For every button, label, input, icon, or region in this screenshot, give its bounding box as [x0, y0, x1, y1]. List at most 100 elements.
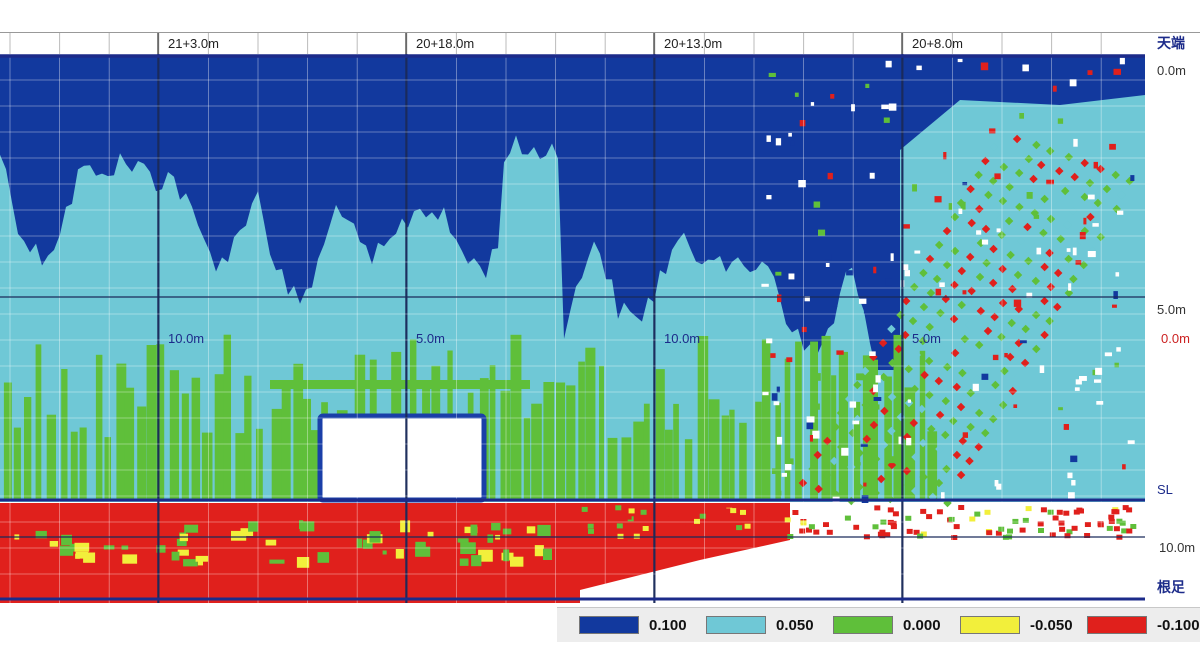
scan-dot: [890, 524, 897, 530]
scan-dot: [992, 354, 999, 361]
scan-dot: [904, 270, 910, 277]
scan-dot: [974, 442, 983, 452]
green-streak: [70, 431, 78, 500]
lower-speck: [415, 541, 426, 554]
green-streak: [302, 398, 311, 500]
scan-dot: [1108, 514, 1115, 520]
lower-speck: [69, 543, 78, 552]
scan-dot: [989, 128, 996, 134]
legend-item: -0.050: [960, 616, 1087, 634]
scan-dot: [998, 400, 1008, 410]
scan-dot: [806, 421, 814, 430]
scan-dot: [801, 326, 807, 333]
scan-dot: [1084, 533, 1091, 538]
scan-dot: [1057, 118, 1064, 124]
scan-dot: [1052, 85, 1057, 92]
scan-dot: [883, 117, 890, 123]
green-streak: [531, 403, 542, 500]
green-streak: [293, 363, 304, 500]
scan-dot: [804, 296, 810, 302]
scan-dot: [633, 533, 640, 539]
scan-dot: [941, 430, 950, 440]
scan-dot: [814, 484, 823, 494]
green-streak: [523, 417, 531, 500]
green-streak: [761, 339, 771, 500]
green-streak: [673, 403, 679, 500]
scan-dot: [950, 280, 959, 290]
scan-dot: [1013, 404, 1018, 408]
scan-dot: [962, 182, 968, 186]
green-streak: [124, 387, 135, 500]
scan-dot: [1031, 310, 1041, 320]
scan-dot: [625, 514, 632, 520]
scan-dot: [1072, 247, 1077, 256]
legend-label: 0.000: [903, 616, 941, 634]
scan-dot: [862, 434, 872, 444]
scan-dot: [962, 290, 967, 295]
green-streak: [270, 380, 530, 389]
scan-dot: [649, 517, 656, 523]
scan-dot: [879, 440, 889, 450]
inner-label-1: 10.0m: [168, 331, 204, 346]
green-streak: [599, 365, 604, 500]
scan-dot: [757, 525, 764, 531]
top-label-4: 20+8.0m: [912, 36, 963, 51]
lower-speck: [534, 545, 544, 557]
scan-dot: [1113, 291, 1118, 299]
green-streak: [46, 414, 56, 500]
scan-dot: [831, 422, 840, 432]
scan-dot: [888, 103, 897, 111]
scan-dot: [808, 464, 817, 474]
scan-dot: [902, 466, 912, 476]
green-streak: [156, 344, 165, 500]
scan-dot: [1122, 505, 1129, 511]
scan-dot: [1075, 260, 1082, 265]
scan-dot: [910, 384, 919, 394]
scan-dot: [599, 509, 606, 515]
scan-dot: [908, 316, 918, 326]
scan-dot: [799, 528, 806, 534]
scan-dot: [772, 468, 779, 474]
lower-speck: [35, 530, 47, 539]
scan-dot: [962, 432, 968, 438]
lower-speck: [75, 551, 89, 559]
scan-dot: [1040, 330, 1049, 340]
scan-dot: [1039, 365, 1045, 373]
right-label-sl: SL: [1157, 482, 1173, 497]
legend-label: 0.050: [776, 616, 814, 634]
scan-dot: [1095, 367, 1103, 375]
scan-dot: [1104, 352, 1112, 357]
scan-dot: [1087, 194, 1095, 200]
scan-dot: [965, 354, 974, 364]
scan-dot: [873, 384, 878, 393]
scan-dot: [798, 478, 808, 488]
scan-dot: [829, 456, 839, 466]
scan-dot: [1079, 260, 1088, 270]
scan-dot: [905, 515, 912, 521]
scan-dot: [640, 509, 647, 515]
scan-dot: [615, 505, 622, 511]
scan-dot: [1113, 68, 1121, 75]
lower-speck: [176, 538, 187, 547]
green-streak: [543, 382, 555, 500]
scan-dot: [1058, 407, 1063, 411]
scan-dot: [799, 120, 806, 127]
scan-dot: [784, 464, 792, 471]
green-streak: [853, 401, 861, 500]
scan-dot: [1049, 532, 1056, 538]
scan-dot: [826, 529, 833, 535]
scan-dot: [1004, 353, 1008, 358]
scan-dot: [890, 253, 894, 261]
lower-speck: [382, 550, 387, 555]
scan-dot: [830, 94, 835, 99]
green-streak: [191, 377, 201, 500]
green-streak: [104, 437, 111, 500]
scan-dot: [925, 390, 934, 400]
scan-dot: [792, 510, 799, 515]
green-streak: [721, 415, 729, 500]
lower-speck: [400, 520, 411, 533]
green-streak: [697, 336, 709, 500]
scan-dot: [744, 523, 751, 529]
scan-dot: [1097, 521, 1104, 527]
scan-dot: [920, 531, 927, 537]
